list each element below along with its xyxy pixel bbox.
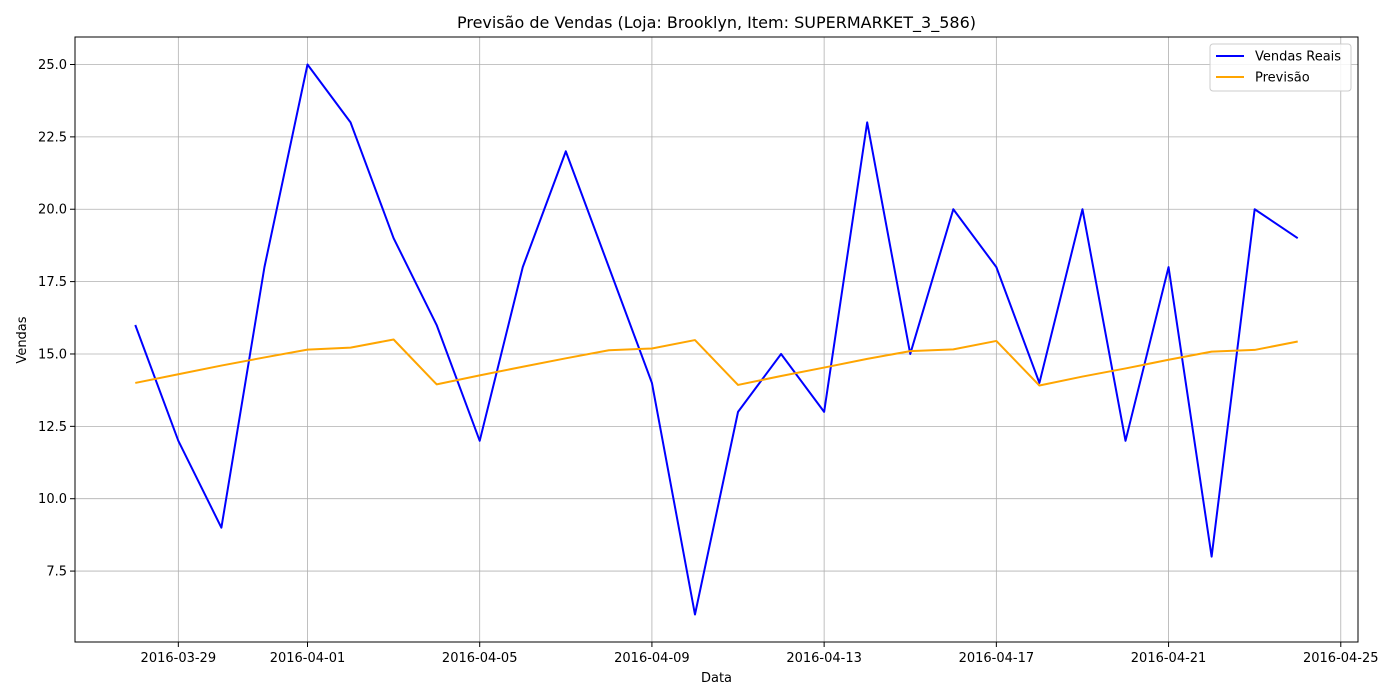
plot-area (74, 36, 1359, 643)
x-axis: 2016-03-29 2016-04-01 2016-04-05 2016-04-09… (141, 642, 1379, 666)
x-tick-label: 2016-03-29 (141, 651, 217, 666)
x-tick-label: 2016-04-17 (959, 651, 1035, 666)
x-axis-label: Data (701, 671, 732, 686)
x-tick-label: 2016-04-05 (442, 651, 518, 666)
y-tick-label: 12.5 (38, 420, 67, 435)
x-tick-label: 2016-04-01 (270, 651, 346, 666)
x-tick-label: 2016-04-09 (614, 651, 690, 666)
series-line-1 (135, 338, 1298, 387)
y-tick-label: 17.5 (38, 275, 67, 290)
x-tick-label: 2016-04-25 (1303, 651, 1379, 666)
x-tick-label: 2016-04-21 (1131, 651, 1207, 666)
legend: Vendas Reais Previsão (1209, 43, 1352, 92)
y-tick-label: 15.0 (38, 347, 67, 362)
legend-label: Previsão (1255, 71, 1310, 86)
y-axis-label: Vendas (15, 316, 30, 363)
legend-label: Vendas Reais (1255, 50, 1341, 65)
y-axis: 7.5 10.0 12.5 15.0 17.5 20.0 22.5 25.0 (38, 58, 75, 580)
series-group (134, 63, 1299, 616)
grid (75, 37, 1358, 642)
y-tick-label: 20.0 (38, 203, 67, 218)
legend-box (1209, 43, 1352, 92)
y-tick-label: 25.0 (38, 58, 67, 73)
y-tick-label: 7.5 (46, 565, 67, 580)
series-line-0 (134, 63, 1299, 616)
y-tick-label: 10.0 (38, 492, 67, 507)
x-tick-label: 2016-04-13 (786, 651, 862, 666)
chart-title: Previsão de Vendas (Loja: Brooklyn, Item… (457, 13, 976, 33)
y-tick-label: 22.5 (38, 130, 67, 145)
